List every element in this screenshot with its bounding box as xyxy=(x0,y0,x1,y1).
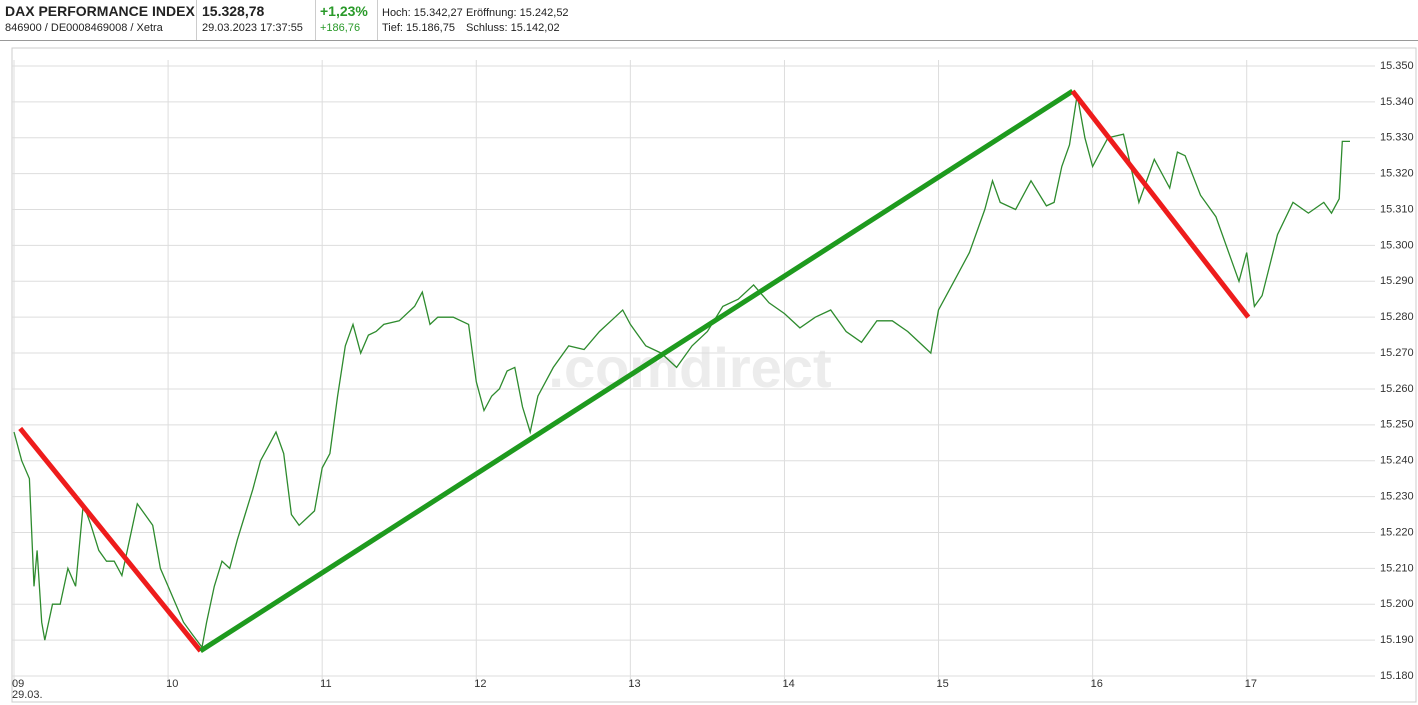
instrument: DAX PERFORMANCE INDEX 846900 / DE0008469… xyxy=(0,0,197,40)
open: Eröffnung: 15.242,52 xyxy=(466,7,569,19)
x-tick-label: 13 xyxy=(628,678,640,690)
y-tick-label: 15.270 xyxy=(1380,347,1414,359)
chart-frame xyxy=(11,47,1417,703)
y-tick-label: 15.190 xyxy=(1380,634,1414,646)
y-tick-label: 15.340 xyxy=(1380,96,1414,108)
y-tick-label: 15.330 xyxy=(1380,132,1414,144)
y-tick-label: 15.350 xyxy=(1380,60,1414,72)
x-tick-label: 09 xyxy=(12,678,24,690)
y-tick-label: 15.300 xyxy=(1380,239,1414,251)
y-tick-label: 15.310 xyxy=(1380,203,1414,215)
change-cell: +1,23% +186,76 xyxy=(316,0,378,40)
timestamp: 29.03.2023 17:37:55 xyxy=(202,22,303,34)
high: Hoch: 15.342,27 xyxy=(382,7,463,19)
x-tick-label: 16 xyxy=(1091,678,1103,690)
y-tick-label: 15.290 xyxy=(1380,275,1414,287)
y-tick-label: 15.260 xyxy=(1380,383,1414,395)
price-cell: 15.328,78 29.03.2023 17:37:55 xyxy=(197,0,316,40)
low: Tief: 15.186,75 xyxy=(382,22,455,34)
trend-line xyxy=(18,426,203,653)
price-line xyxy=(13,94,1350,649)
instrument-ids: 846900 / DE0008469008 / Xetra xyxy=(5,22,163,34)
quote-header: DAX PERFORMANCE INDEX 846900 / DE0008469… xyxy=(0,0,1418,41)
date-label: 29.03. xyxy=(12,689,43,701)
x-tick-label: 17 xyxy=(1245,678,1257,690)
y-tick-label: 15.250 xyxy=(1380,419,1414,431)
trend-line xyxy=(1070,89,1251,319)
change-abs: +186,76 xyxy=(320,22,361,34)
x-tick-label: 12 xyxy=(474,678,486,690)
price: 15.328,78 xyxy=(202,3,265,19)
y-tick-label: 15.230 xyxy=(1380,490,1414,502)
y-tick-label: 15.240 xyxy=(1380,455,1414,467)
y-tick-label: 15.210 xyxy=(1380,562,1414,574)
y-tick-label: 15.180 xyxy=(1380,670,1414,682)
y-tick-label: 15.280 xyxy=(1380,311,1414,323)
y-tick-label: 15.200 xyxy=(1380,598,1414,610)
trend-line xyxy=(199,88,1074,654)
y-tick-label: 15.320 xyxy=(1380,168,1414,180)
x-tick-label: 14 xyxy=(782,678,794,690)
x-tick-label: 11 xyxy=(320,678,331,690)
instrument-name: DAX PERFORMANCE INDEX xyxy=(5,3,195,19)
x-tick-label: 10 xyxy=(166,678,178,690)
y-tick-label: 15.220 xyxy=(1380,526,1414,538)
close: Schluss: 15.142,02 xyxy=(466,22,560,34)
x-tick-label: 15 xyxy=(937,678,949,690)
change-pct: +1,23% xyxy=(320,3,368,19)
